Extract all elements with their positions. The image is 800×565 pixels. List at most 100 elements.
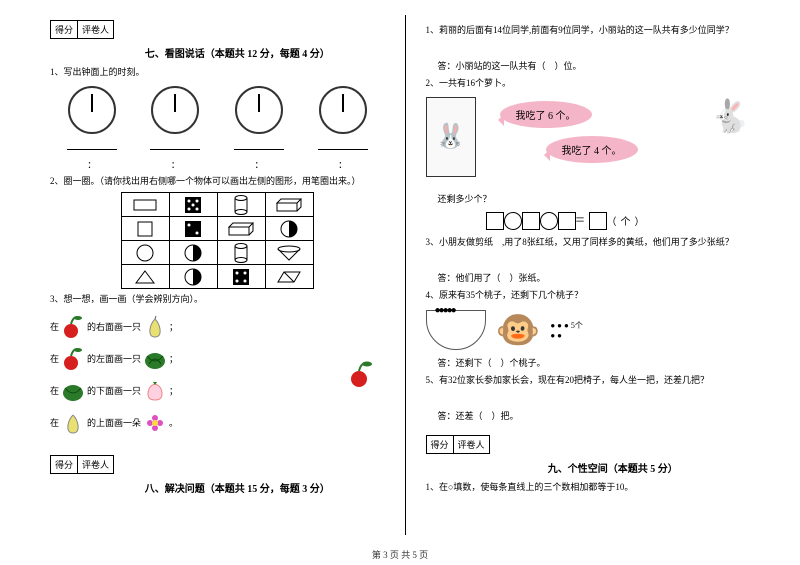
blank [234,140,284,150]
cell-dice [169,193,217,217]
score-box: 得分 评卷人 [426,435,490,454]
text: 的右面画一只 [87,320,141,333]
q8-1: 1、莉丽的后面有14位同学,前面有9位同学，小丽站的这一队共有多少位同学？ [426,24,761,38]
page-container: 得分 评卷人 七、看图说话（本题共 12 分，每题 4 分） 1、写出钟面上的时… [0,0,800,540]
cherry-decoration-icon [347,360,375,391]
cell-cone [265,241,313,265]
text: 的左面画一只 [87,352,141,365]
peach-icon [143,379,167,403]
rabbit-illustration: 🐰 我吃了 6 个。 我吃了 4 个。 🐇 [426,97,761,187]
monkey-illustration: 🐵 ● ● ● 5个● ● [426,309,761,351]
fruit-row-4: 在 的上面画一朵 。 [50,411,385,435]
clock-1 [68,86,116,134]
text: 的下面画一只 [87,384,141,397]
blank [67,140,117,150]
score-label: 得分 [51,21,78,38]
text: ； [169,320,178,333]
cell-cylinder [217,193,265,217]
colon: ： [338,158,347,171]
rabbit-right-icon: 🐇 [710,97,750,135]
page-footer: 第 3 页 共 5 页 [0,548,800,561]
cell-halfcircle [169,241,217,265]
table-row [121,217,313,241]
monkey-icon: 🐵 [496,309,541,351]
blank-row-1 [50,140,385,150]
table-row [121,265,313,289]
q9-1: 1、在○填数，使每条直线上的三个数相加都等于10。 [426,481,761,495]
colon-row: ： ： ： ： [50,158,385,171]
basket-icon [426,310,486,350]
formula-boxes: =（个） [486,212,761,230]
circle-icon [540,212,558,230]
cell-cuboid [217,217,265,241]
score-box: 得分 评卷人 [50,20,114,39]
speech-bubble-1: 我吃了 6 个。 [500,101,592,128]
cell-cylinder [217,241,265,265]
clock-4 [319,86,367,134]
score-label: 得分 [427,436,454,453]
box-icon [486,212,504,230]
flower-icon [143,411,167,435]
shape-table [121,192,314,289]
section-9-title: 九、个性空间（本题共 5 分） [466,460,761,475]
section-7-title: 七、看图说话（本题共 12 分，每题 4 分） [90,45,385,60]
pear-icon [61,411,85,435]
text: 在 [50,416,59,429]
unit: （个） [607,217,649,228]
clock-2 [151,86,199,134]
grader-label: 评卷人 [454,436,489,453]
q8-2-left: 还剩多少个？ [438,193,761,207]
cell-dice [217,265,265,289]
cell-halfcircle [169,265,217,289]
right-column: 1、莉丽的后面有14位同学,前面有9位同学，小丽站的这一队共有多少位同学？ 答：… [406,0,800,540]
fruit-row-3: 在 的下面画一只 ； [50,379,385,403]
circle-icon [504,212,522,230]
colon: ： [87,158,96,171]
clock-row [50,86,385,134]
cell-triangle [121,265,169,289]
q7-1: 1、写出钟面上的时刻。 [50,66,385,80]
watermelon-icon [143,347,167,371]
cherry-icon [61,347,85,371]
cell-halfcircle [265,217,313,241]
cell-rect [121,193,169,217]
q7-2: 2、圈一圈。（请你找出用右侧哪一个物体可以画出左侧的图形，用笔圈出来。） [50,175,385,189]
cell-circle [121,241,169,265]
box-icon [589,212,607,230]
box-icon [558,212,576,230]
text: ； [169,352,178,365]
blank [150,140,200,150]
grader-label: 评卷人 [78,456,113,473]
text: 在 [50,352,59,365]
fruit-row-1: 在 的右面画一只 ； [50,315,385,339]
cell-dice [169,217,217,241]
cell-square [121,217,169,241]
rabbit-left-icon: 🐰 [426,97,476,177]
text: 在 [50,320,59,333]
q7-3: 3、想一想，画一画（学会辨别方向）。 [50,293,385,307]
table-row [121,241,313,265]
fruit-row-2: 在 的左面画一只 ； [50,347,385,371]
colon: ： [255,158,264,171]
q8-1-ans: 答：小丽站的这一队共有（ ）位。 [438,60,761,74]
q8-5: 5、有32位家长参加家长会，现在有20把椅子，每人坐一把，还差几把？ [426,374,761,388]
q8-2: 2、一共有16个萝卜。 [426,77,761,91]
peach-count: ● ● ● 5个● ● [550,320,583,340]
clock-3 [235,86,283,134]
speech-bubble-2: 我吃了 4 个。 [546,136,638,163]
table-row [121,193,313,217]
text: 的上面画一朵 [87,416,141,429]
cell-prism [265,265,313,289]
pear-icon [143,315,167,339]
grader-label: 评卷人 [78,21,113,38]
q8-3-ans: 答：他们用了（ ）张纸。 [438,272,761,286]
score-box: 得分 评卷人 [50,455,114,474]
score-label: 得分 [51,456,78,473]
text: ； [169,384,178,397]
q8-5-ans: 答：还差（ ）把。 [438,410,761,424]
text: 。 [169,416,178,429]
cherry-icon [61,315,85,339]
colon: ： [171,158,180,171]
left-column: 得分 评卷人 七、看图说话（本题共 12 分，每题 4 分） 1、写出钟面上的时… [0,0,405,540]
box-icon [522,212,540,230]
